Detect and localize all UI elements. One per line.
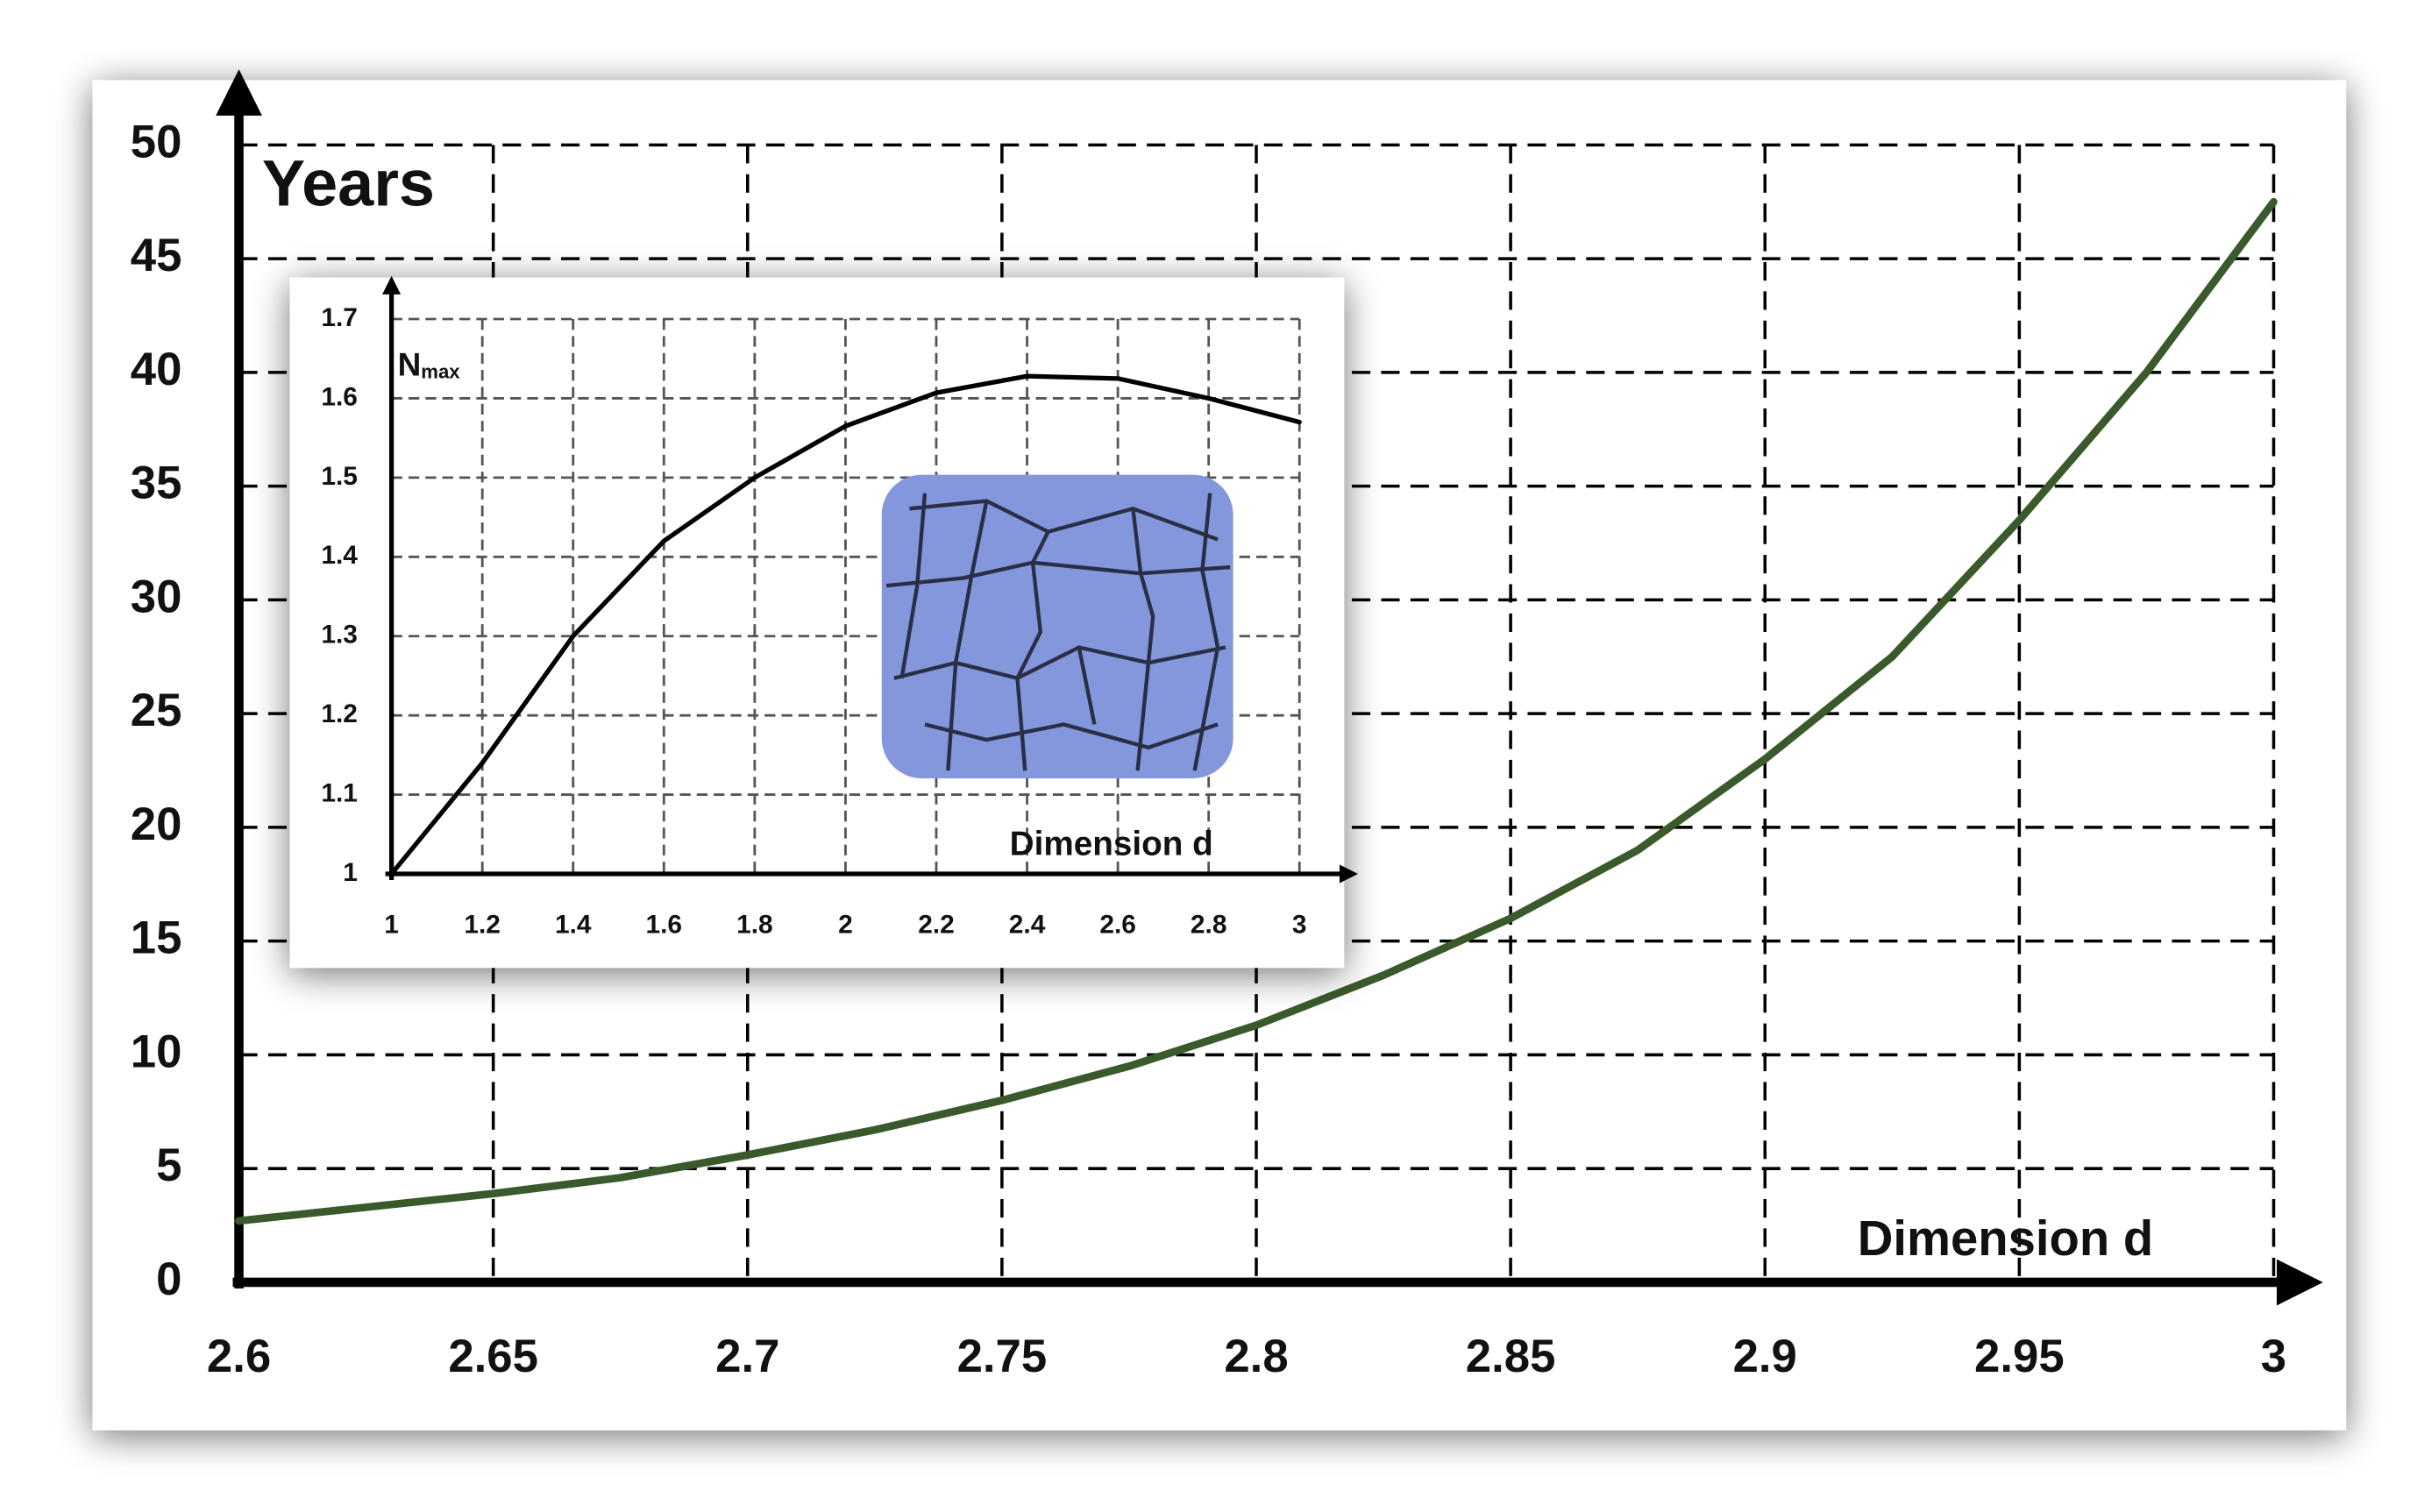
cracks [885, 493, 1231, 771]
x-tick-label: 1.8 [736, 911, 773, 940]
y-axis-label-subscript: max [421, 360, 460, 382]
x-tick-label: 1 [384, 911, 399, 940]
x-axis-label: Dimension d [1010, 826, 1213, 863]
x-tick-label: 1.6 [646, 911, 683, 940]
y-tick-label: 35 [131, 458, 182, 509]
x-tick-label: 2.8 [1191, 911, 1227, 940]
x-tick-label: 2.2 [918, 911, 955, 940]
data-line [235, 197, 2278, 1225]
y-tick-label: 0 [156, 1253, 181, 1305]
y-tick-label: 50 [131, 116, 182, 167]
x-tick-label: 2.85 [1466, 1331, 1556, 1382]
x-tick-label: 2.65 [448, 1331, 538, 1382]
image-bg [881, 474, 1233, 778]
x-tick-label: 2.75 [957, 1331, 1048, 1382]
y-tick-label: 20 [131, 799, 182, 850]
x-tick-label: 2.6 [1099, 911, 1136, 940]
x-tick-label: 2.6 [207, 1331, 271, 1382]
y-tick-label: 1 [343, 858, 358, 887]
y-tick-label: 40 [131, 344, 182, 395]
y-tick-label: 25 [131, 685, 182, 736]
y-tick-label: 1.4 [321, 541, 358, 570]
y-tick-label: 1.6 [321, 382, 358, 411]
x-tick-label: 2 [838, 911, 853, 940]
x-axis-label: Dimension d [1858, 1210, 2154, 1266]
crack-image [881, 474, 1233, 778]
x-tick-label: 2.8 [1224, 1331, 1288, 1382]
y-tick-label: 15 [131, 912, 182, 964]
y-tick-label: 5 [156, 1139, 181, 1191]
y-tick-label: 1.2 [321, 699, 358, 728]
x-tick-label: 2.95 [1974, 1331, 2065, 1382]
y-tick-label: 30 [131, 571, 182, 622]
x-tick-label: 3 [1292, 911, 1307, 940]
x-tick-label: 1.4 [555, 911, 592, 940]
y-axis-label: Years [262, 146, 435, 219]
y-tick-label: 1.7 [321, 303, 358, 332]
y-tick-label: 10 [131, 1026, 182, 1077]
y-axis-label-main: N [398, 346, 422, 382]
x-tick-label: 2.4 [1009, 911, 1046, 940]
y-axis-label: Nmax [398, 346, 461, 382]
y-tick-label: 1.5 [321, 462, 358, 491]
data-line [388, 373, 1302, 877]
y-tick-label: 1.3 [321, 621, 358, 650]
y-axis-label-main: Years [262, 146, 435, 219]
x-tick-label: 3 [2261, 1331, 2286, 1382]
x-tick-label: 1.2 [464, 911, 501, 940]
y-tick-label: 1.1 [321, 778, 358, 807]
x-tick-label: 2.7 [715, 1331, 779, 1382]
y-tick-label: 45 [131, 230, 182, 281]
x-tick-label: 2.9 [1733, 1331, 1797, 1382]
